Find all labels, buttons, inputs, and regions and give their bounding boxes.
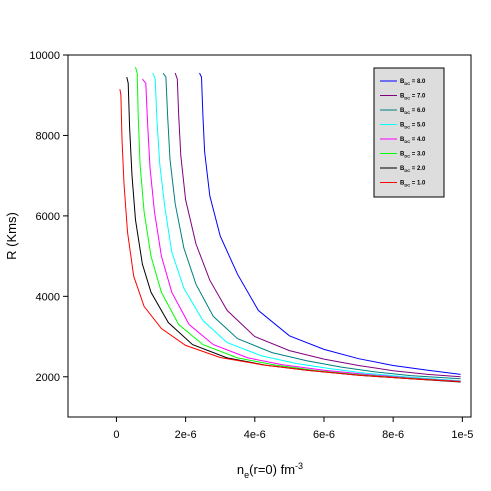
series-line-1	[199, 72, 461, 375]
legend-label-subscript: DC	[404, 154, 410, 159]
legend-label-value: = 6.0	[410, 108, 426, 114]
legend-label: BDC = 2.0	[400, 166, 426, 173]
series-line-8	[119, 89, 461, 383]
x-axis-title-main: n	[237, 462, 244, 477]
legend-label-subscript: DC	[404, 183, 410, 188]
x-axis-title-tail: (r=0) fm	[249, 462, 295, 477]
legend-label-subscript: DC	[404, 110, 410, 115]
y-axis-title: R (Kms)	[4, 212, 19, 260]
legend-label: BDC = 5.0	[400, 123, 426, 130]
legend-label: BDC = 4.0	[400, 137, 426, 144]
legend-label: BDC = 3.0	[400, 152, 426, 159]
legend-label-subscript: DC	[404, 96, 410, 101]
legend-label-main: B	[400, 181, 405, 187]
legend-label-main: B	[400, 123, 405, 129]
legend-label-main: B	[400, 108, 405, 114]
legend-label-value: = 3.0	[410, 152, 426, 158]
x-tick-label: 4e-6	[244, 429, 266, 441]
series-line-4	[152, 72, 461, 382]
legend-label-value: = 2.0	[410, 166, 426, 172]
x-axis: 0 2e-6 4e-6 6e-6 8e-6 1e-5	[113, 417, 473, 441]
x-tick-label: 8e-6	[382, 429, 404, 441]
legend-label-value: = 7.0	[410, 94, 426, 100]
y-axis: 2000 4000 6000 8000 10000	[29, 50, 68, 384]
y-tick-label: 2000	[36, 372, 60, 384]
x-tick-label: 6e-6	[313, 429, 335, 441]
legend-label: BDC = 8.0	[400, 79, 426, 86]
legend-label-main: B	[400, 94, 405, 100]
legend-label-subscript: DC	[404, 168, 410, 173]
legend-label-main: B	[400, 166, 405, 172]
x-tick-label: 2e-6	[175, 429, 197, 441]
series-line-5	[142, 78, 461, 382]
x-tick-label: 1e-5	[451, 429, 473, 441]
x-axis-title: ne(r=0) fm-3	[237, 461, 303, 480]
legend-label-main: B	[400, 137, 405, 143]
legend-label-main: B	[400, 152, 405, 158]
legend-label-value: = 1.0	[410, 181, 426, 187]
y-tick-label: 10000	[29, 50, 60, 62]
series-line-2	[174, 72, 461, 378]
legend-label: BDC = 1.0	[400, 181, 426, 188]
x-axis-title-subscript: e	[244, 470, 249, 480]
x-tick-label: 0	[113, 429, 119, 441]
legend-label-subscript: DC	[404, 139, 410, 144]
legend-label-subscript: DC	[404, 125, 410, 130]
legend-box	[373, 67, 445, 198]
legend-label-value: = 4.0	[410, 137, 426, 143]
legend-label: BDC = 7.0	[400, 94, 426, 101]
y-tick-label: 6000	[36, 211, 60, 223]
legend-label: BDC = 6.0	[400, 108, 426, 115]
legend-label-subscript: DC	[404, 81, 410, 86]
series-line-3	[162, 72, 461, 380]
y-tick-label: 4000	[36, 291, 60, 303]
series-layer	[119, 66, 461, 383]
legend-label-main: B	[400, 79, 405, 85]
x-axis-title-superscript: -3	[295, 461, 303, 471]
y-tick-label: 8000	[36, 130, 60, 142]
legend-label-value: = 8.0	[410, 79, 426, 85]
legend-label-value: = 5.0	[410, 123, 426, 129]
